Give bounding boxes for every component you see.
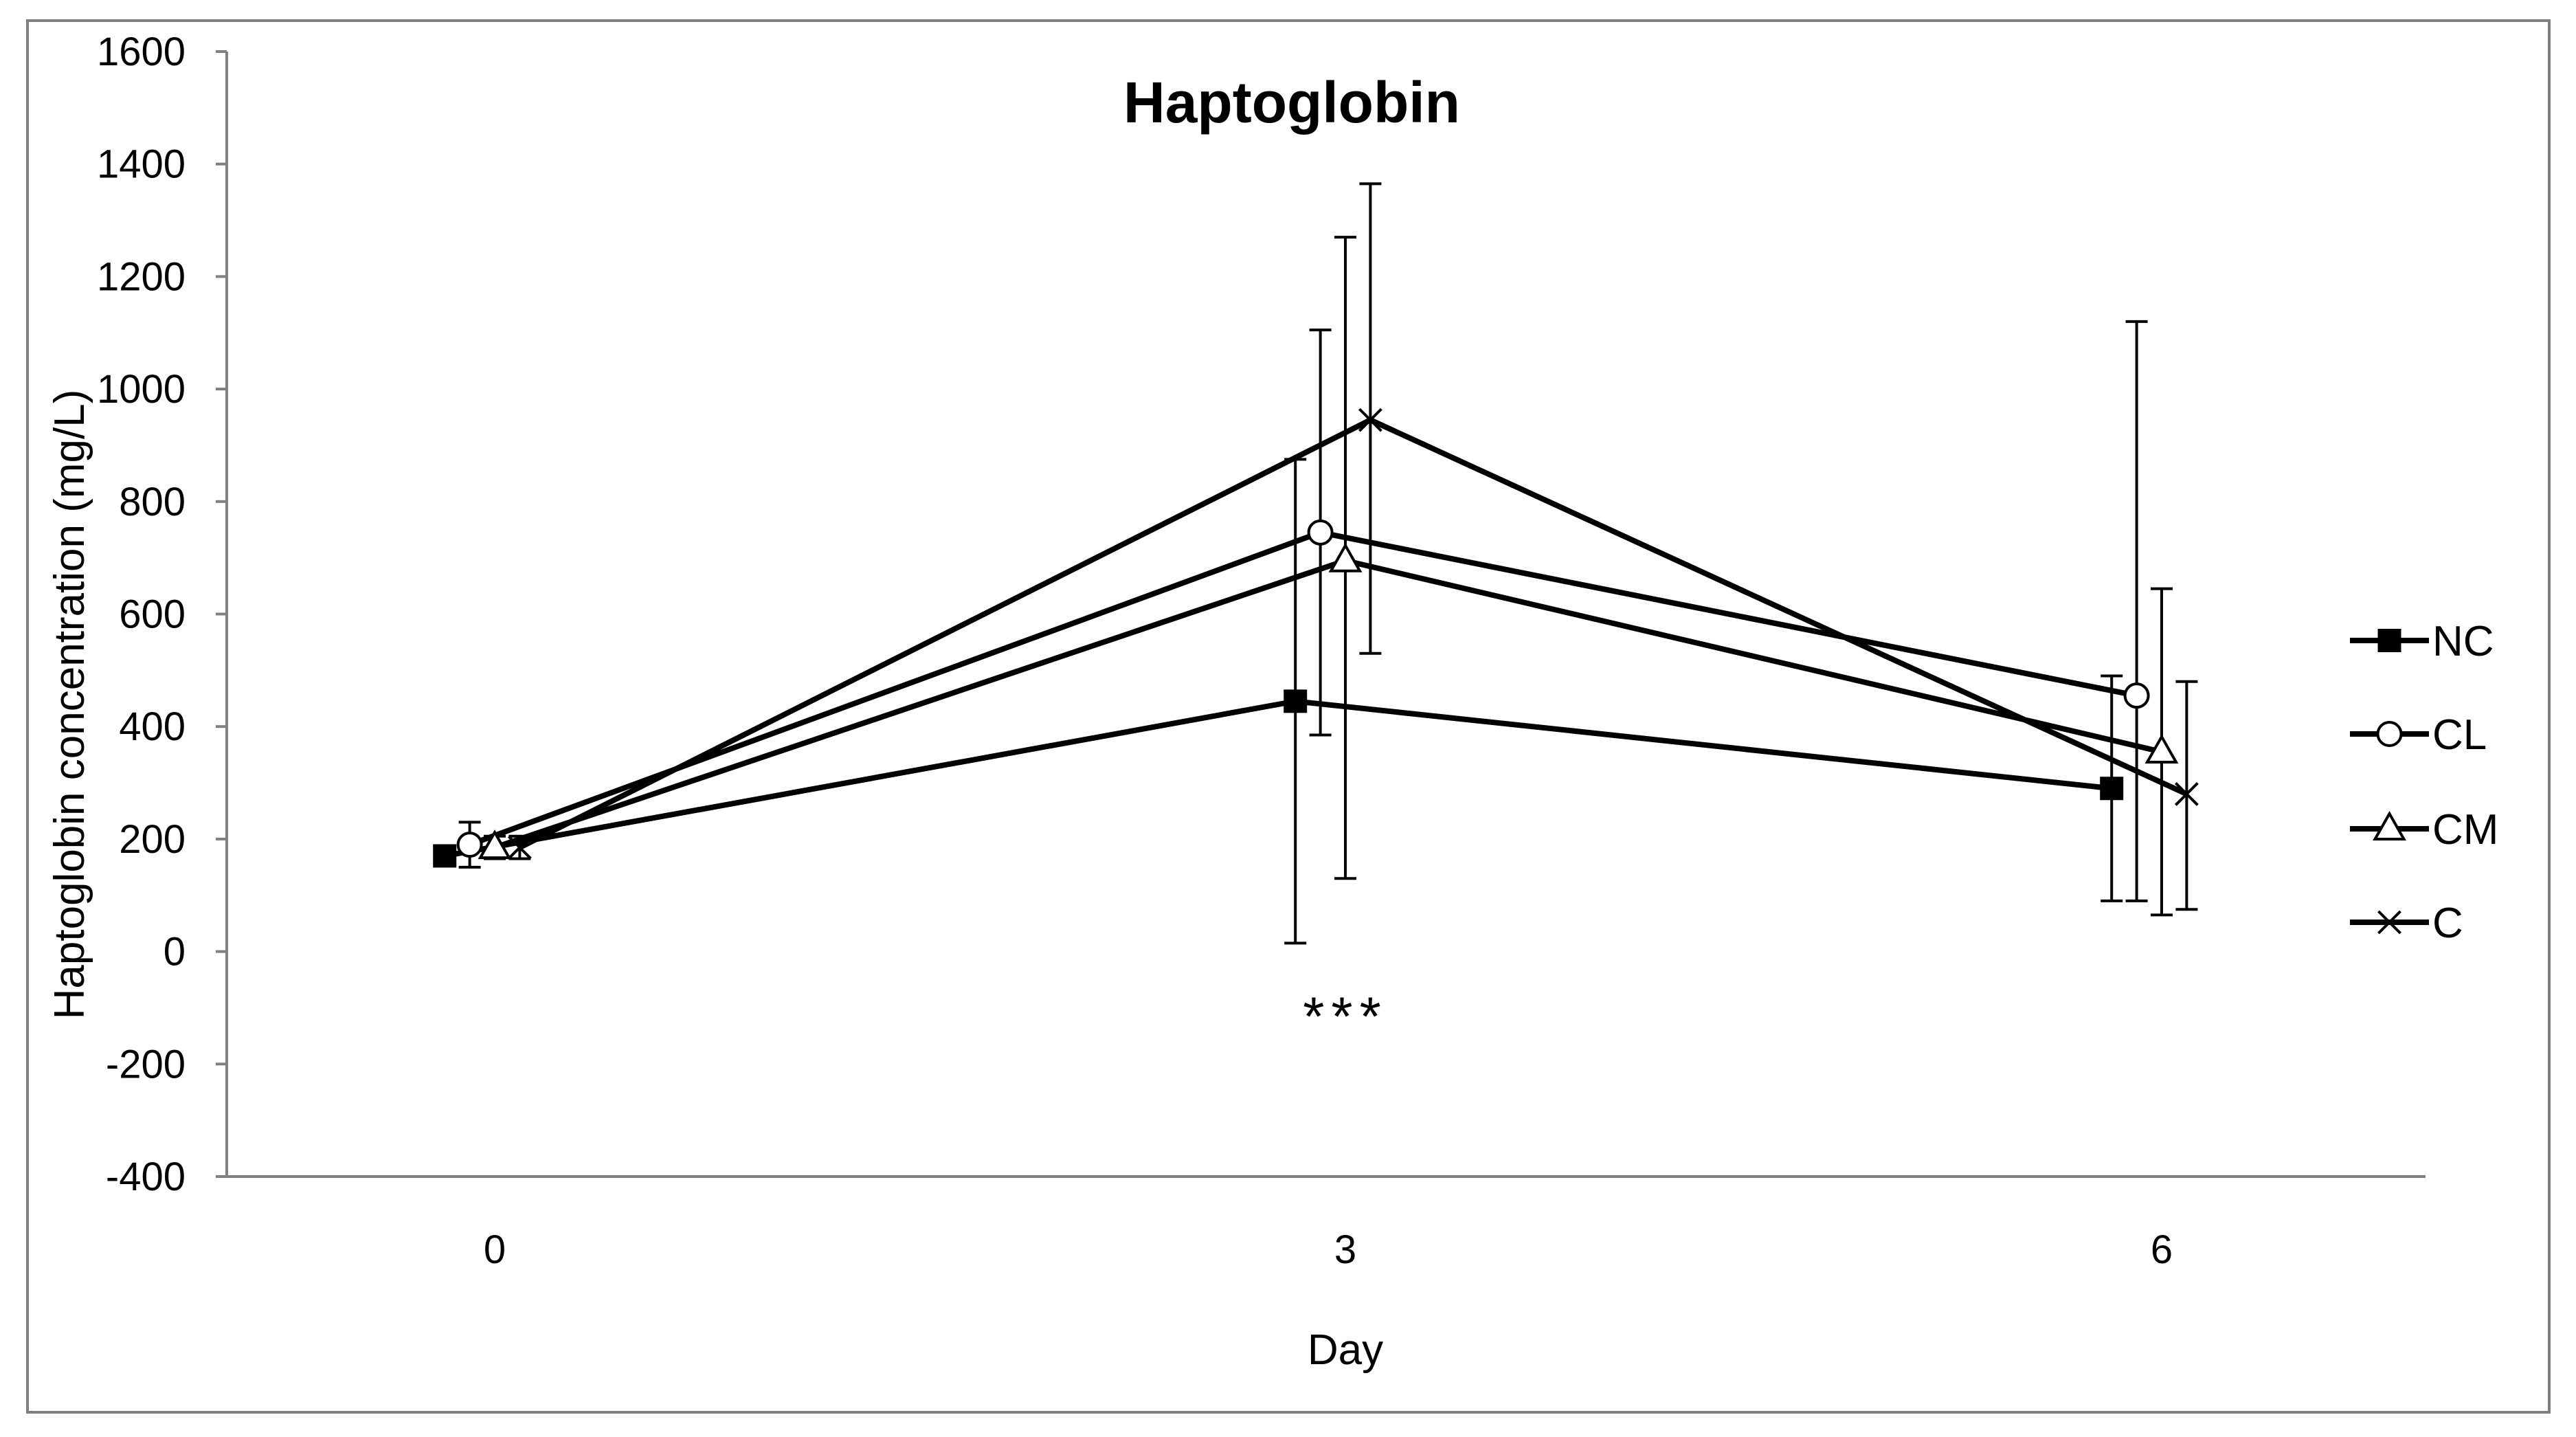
x-tick-labels: 0 3 6 xyxy=(484,1227,2173,1272)
y-tick-label: 0 xyxy=(164,930,186,974)
data-point-CM xyxy=(2144,733,2179,764)
data-point-CM xyxy=(1328,542,1363,572)
data-point-NC xyxy=(1284,689,1308,713)
data-points xyxy=(433,408,2199,868)
y-tick-label: 800 xyxy=(119,480,186,524)
y-tick-label: 1000 xyxy=(97,367,186,412)
y-tick-label: 400 xyxy=(119,704,186,749)
legend-item-NC: NC xyxy=(2350,618,2494,665)
y-tick-label: 200 xyxy=(119,817,186,862)
legend-marker xyxy=(2376,721,2403,747)
y-tick-label: -200 xyxy=(106,1042,186,1087)
data-point-C xyxy=(1358,408,1382,432)
legend-marker xyxy=(2377,910,2401,935)
data-point-NC xyxy=(2100,777,2124,801)
y-tick-label: 1600 xyxy=(97,30,186,74)
x-axis-title: Day xyxy=(1308,1326,1383,1374)
y-axis-title: Haptoglobin concentration (mg/L) xyxy=(46,390,93,1020)
legend-marker xyxy=(2373,810,2406,840)
legend-item-CM: CM xyxy=(2350,806,2498,854)
data-point-C xyxy=(2174,782,2199,806)
legend-marker xyxy=(2377,629,2401,652)
data-point-CM xyxy=(478,829,512,860)
x-tick-label: 6 xyxy=(2151,1227,2173,1272)
x-tick-label: 3 xyxy=(1334,1227,1356,1272)
data-point-NC xyxy=(433,844,457,868)
legend-label: C xyxy=(2432,900,2463,947)
data-point-C xyxy=(507,835,532,860)
y-tick-labels: -400 -200 0 200 400 600 800 1000 1200 1400 1600 xyxy=(97,30,186,1199)
legend-item-CL: CL xyxy=(2350,711,2487,759)
y-tick-label: 1200 xyxy=(97,254,186,299)
y-tick-label: 600 xyxy=(119,592,186,637)
data-point-CL xyxy=(1307,519,1334,546)
legend-label: NC xyxy=(2432,618,2494,665)
y-tick-label: -400 xyxy=(106,1155,186,1199)
chart-title: Haptoglobin xyxy=(1123,70,1460,135)
data-point-CL xyxy=(2123,682,2150,709)
x-tick-label: 0 xyxy=(484,1227,506,1272)
axes xyxy=(216,50,2426,1178)
legend: NC CL CM C xyxy=(2350,618,2498,947)
annotations: *** xyxy=(1303,986,1387,1047)
significance-annotation: *** xyxy=(1303,986,1387,1047)
chart-border xyxy=(26,19,2551,1414)
data-point-CL xyxy=(456,832,483,858)
y-tick-label: 1400 xyxy=(97,142,186,187)
legend-label: CM xyxy=(2432,806,2498,854)
legend-label: CL xyxy=(2432,711,2487,759)
legend-item-C: C xyxy=(2350,900,2463,947)
